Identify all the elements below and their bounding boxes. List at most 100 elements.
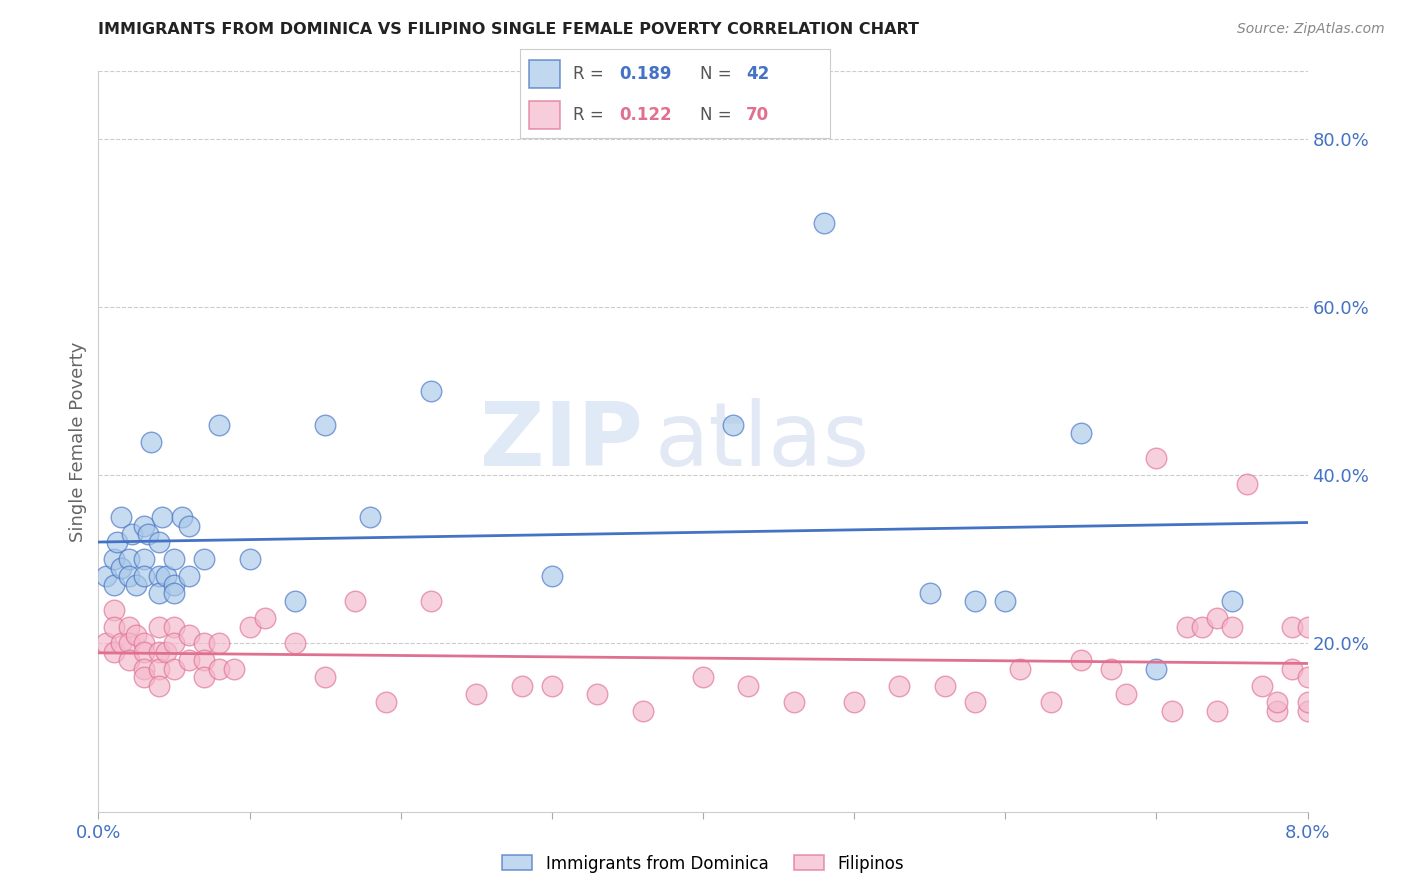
Point xyxy=(783,695,806,709)
Point xyxy=(510,679,533,693)
Point xyxy=(1099,662,1122,676)
Point xyxy=(110,560,132,574)
Point xyxy=(163,662,186,676)
Text: R =: R = xyxy=(572,106,609,124)
Text: IMMIGRANTS FROM DOMINICA VS FILIPINO SINGLE FEMALE POVERTY CORRELATION CHART: IMMIGRANTS FROM DOMINICA VS FILIPINO SIN… xyxy=(98,22,920,37)
Point xyxy=(965,594,987,608)
Point xyxy=(103,603,125,617)
Text: 0.189: 0.189 xyxy=(619,65,672,83)
Point xyxy=(208,662,231,676)
Point xyxy=(420,594,443,608)
Point xyxy=(253,611,276,625)
Point xyxy=(1160,704,1182,718)
Point xyxy=(179,569,201,583)
Point xyxy=(132,636,155,650)
Point xyxy=(193,670,215,684)
Point xyxy=(1146,662,1168,676)
Point xyxy=(103,619,125,633)
Point xyxy=(125,628,148,642)
Point xyxy=(631,704,654,718)
Point xyxy=(360,510,382,524)
Point xyxy=(193,552,215,566)
Text: N =: N = xyxy=(700,106,737,124)
Point xyxy=(103,645,125,659)
Point xyxy=(994,594,1017,608)
Point xyxy=(1115,687,1137,701)
Point xyxy=(132,518,155,533)
Point xyxy=(692,670,714,684)
Point xyxy=(1220,594,1243,608)
Point xyxy=(1206,704,1229,718)
Text: 70: 70 xyxy=(747,106,769,124)
Point xyxy=(105,535,128,549)
Point xyxy=(374,695,396,709)
Point xyxy=(141,434,163,449)
Point xyxy=(132,552,155,566)
Point xyxy=(1236,476,1258,491)
Point xyxy=(179,628,201,642)
Point xyxy=(1281,619,1303,633)
Point xyxy=(1267,704,1289,718)
Point xyxy=(420,384,443,398)
Text: N =: N = xyxy=(700,65,737,83)
Point xyxy=(118,636,141,650)
Point xyxy=(1281,662,1303,676)
Point xyxy=(94,636,117,650)
Point xyxy=(148,645,170,659)
Point xyxy=(148,619,170,633)
Point xyxy=(1070,426,1092,441)
FancyBboxPatch shape xyxy=(530,60,561,88)
Point xyxy=(103,552,125,566)
Point xyxy=(148,679,170,693)
Point xyxy=(148,569,170,583)
Legend: Immigrants from Dominica, Filipinos: Immigrants from Dominica, Filipinos xyxy=(496,848,910,880)
Text: R =: R = xyxy=(572,65,609,83)
Point xyxy=(163,619,186,633)
Point xyxy=(813,216,835,230)
Point xyxy=(1191,619,1213,633)
Point xyxy=(193,653,215,667)
Y-axis label: Single Female Poverty: Single Female Poverty xyxy=(69,342,87,541)
Point xyxy=(284,636,307,650)
Point xyxy=(132,569,155,583)
Point xyxy=(136,527,159,541)
Point xyxy=(132,662,155,676)
Point xyxy=(163,577,186,591)
Point xyxy=(110,510,132,524)
Point xyxy=(150,510,173,524)
Point xyxy=(179,653,201,667)
Point xyxy=(1206,611,1229,625)
Point xyxy=(239,552,262,566)
Point xyxy=(541,679,564,693)
Point xyxy=(1070,653,1092,667)
Point xyxy=(1175,619,1198,633)
Point xyxy=(889,679,911,693)
Point xyxy=(118,619,141,633)
Point xyxy=(314,417,336,432)
Point xyxy=(208,636,231,650)
Point xyxy=(132,645,155,659)
Point xyxy=(118,552,141,566)
Point xyxy=(148,535,170,549)
Point xyxy=(1146,451,1168,466)
Point xyxy=(193,636,215,650)
Point xyxy=(1220,619,1243,633)
Point xyxy=(314,670,336,684)
Point xyxy=(465,687,488,701)
Point xyxy=(284,594,307,608)
Point xyxy=(1010,662,1032,676)
Point xyxy=(208,417,231,432)
Point xyxy=(125,577,148,591)
Point xyxy=(344,594,367,608)
Point xyxy=(170,510,193,524)
Point xyxy=(1296,670,1319,684)
Point xyxy=(844,695,866,709)
Point xyxy=(148,586,170,600)
Point xyxy=(723,417,745,432)
Point xyxy=(163,636,186,650)
Point xyxy=(737,679,759,693)
Point xyxy=(94,569,117,583)
Point xyxy=(155,569,177,583)
Text: ZIP: ZIP xyxy=(479,398,643,485)
FancyBboxPatch shape xyxy=(530,101,561,129)
